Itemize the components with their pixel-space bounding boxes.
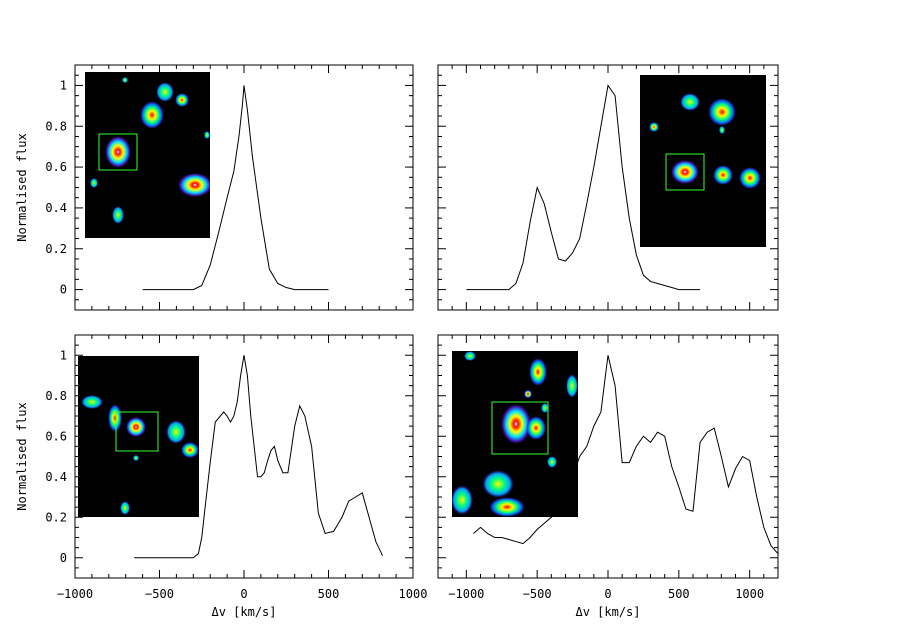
x-tick-label: −500 [523, 587, 552, 601]
source-blob [719, 126, 725, 134]
source-blob [112, 206, 124, 224]
source-blob [526, 416, 546, 440]
source-blob [489, 497, 525, 517]
x-tick-label: −1000 [448, 587, 484, 601]
x-tick-label: 1000 [399, 587, 428, 601]
x-tick-label: −1000 [57, 587, 93, 601]
source-blob [90, 178, 98, 188]
source-blob [680, 93, 700, 111]
aperture-box [491, 401, 549, 455]
inset-image [85, 72, 210, 238]
source-blob [108, 404, 122, 432]
y-tick-label: 1 [60, 78, 67, 92]
y-axis-label: Normalised flux [15, 133, 29, 241]
y-tick-label: 0.6 [45, 160, 67, 174]
y-tick-label: 0.4 [45, 470, 67, 484]
y-tick-label: 0 [60, 551, 67, 565]
inset-background [85, 72, 210, 238]
source-blob [464, 351, 476, 361]
series-line [142, 85, 329, 291]
source-blob [166, 420, 186, 444]
source-blob [541, 403, 549, 413]
source-blob [204, 131, 210, 139]
source-blob [671, 160, 699, 184]
x-tick-label: 0 [604, 587, 611, 601]
source-blob [739, 167, 761, 189]
source-blob [140, 101, 164, 129]
source-blob [482, 470, 514, 498]
chart-panel-bottom-right: −1000 −500 0 500 1000 Δv [km/s] [437, 334, 779, 619]
x-tick-label: −500 [145, 587, 174, 601]
chart-panel-top-left: 0 0.2 0.4 0.6 0.8 1 Normalised flux [15, 64, 414, 311]
source-blob [178, 173, 210, 197]
chart-panel-top-right [437, 64, 779, 311]
source-blob [175, 93, 189, 107]
y-tick-label: 1 [60, 348, 67, 362]
x-tick-label: 500 [318, 587, 340, 601]
source-blob [501, 404, 531, 444]
y-tick-label: 0.4 [45, 201, 67, 215]
chart-panel-bottom-left: 0 0.2 0.4 0.6 0.8 1 −1000 −500 0 500 1000 Normalise… [15, 334, 428, 619]
inset-image [640, 75, 766, 247]
source-blob [649, 122, 659, 132]
source-blob [529, 358, 547, 386]
y-tick-label: 0.6 [45, 429, 67, 443]
y-tick-label: 0.2 [45, 510, 67, 524]
x-tick-label: 0 [240, 587, 247, 601]
y-tick-label: 0 [60, 283, 67, 297]
x-tick-label: 500 [668, 587, 690, 601]
source-blob [524, 390, 532, 398]
aperture-box [98, 133, 138, 171]
source-blob [452, 485, 473, 515]
y-tick-label: 0.2 [45, 242, 67, 256]
inset-image [452, 351, 578, 517]
source-blob [708, 98, 736, 126]
series-line [473, 355, 779, 555]
series-line [466, 84, 701, 291]
aperture-box [665, 153, 705, 191]
aperture-box [115, 411, 159, 452]
source-blob [181, 442, 199, 458]
x-tick-label: 1000 [735, 587, 764, 601]
x-axis-label: Δv [km/s] [211, 605, 276, 619]
y-tick-label: 0.8 [45, 389, 67, 403]
y-axis-label: Normalised flux [15, 402, 29, 510]
source-blob [156, 82, 174, 102]
source-blob [566, 374, 578, 398]
source-blob [122, 77, 128, 83]
y-tick-label: 0.8 [45, 119, 67, 133]
source-blob [126, 417, 146, 437]
inset-background [640, 75, 766, 247]
x-axis-label: Δv [km/s] [575, 605, 640, 619]
source-blob [547, 456, 557, 468]
series-line [134, 355, 384, 559]
source-blob [81, 395, 103, 409]
source-blob [120, 501, 130, 515]
source-blob [713, 165, 733, 185]
source-blob [133, 455, 139, 461]
source-blob [105, 136, 131, 168]
inset-image [78, 356, 199, 517]
